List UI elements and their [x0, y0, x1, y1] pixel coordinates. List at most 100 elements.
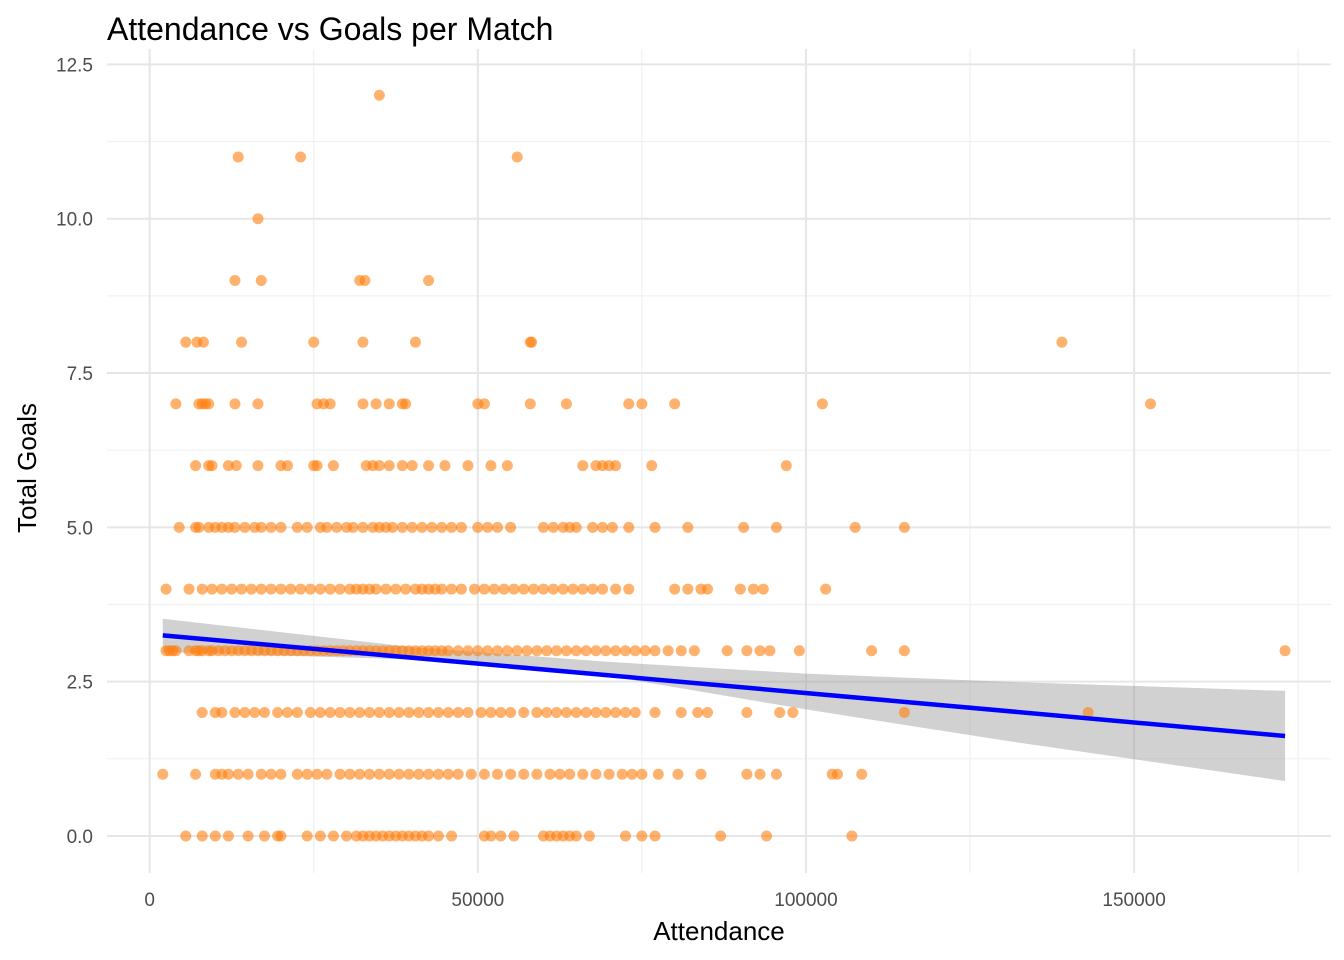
data-point	[239, 707, 251, 719]
data-point	[688, 645, 700, 657]
data-point	[898, 645, 910, 657]
data-point	[190, 460, 202, 472]
data-point	[347, 521, 359, 533]
data-point	[898, 521, 910, 533]
data-point	[820, 583, 832, 595]
data-point	[741, 768, 753, 780]
data-point	[222, 460, 234, 472]
data-point	[301, 830, 313, 842]
data-point	[469, 583, 481, 595]
data-point	[281, 460, 293, 472]
data-point	[327, 830, 339, 842]
data-point	[754, 768, 766, 780]
data-point	[600, 645, 612, 657]
data-point	[314, 583, 326, 595]
data-point	[396, 460, 408, 472]
data-point	[327, 460, 339, 472]
data-point	[505, 707, 517, 719]
data-point	[295, 583, 307, 595]
data-point	[190, 768, 202, 780]
data-point	[383, 398, 395, 410]
data-point	[491, 645, 503, 657]
data-point	[649, 707, 661, 719]
y-axis-title: Total Goals	[12, 403, 42, 533]
data-point	[511, 645, 523, 657]
data-point	[597, 583, 609, 595]
data-point	[610, 707, 622, 719]
data-point	[359, 274, 371, 286]
data-point	[226, 583, 238, 595]
data-point	[511, 151, 523, 163]
data-point	[364, 768, 376, 780]
data-point	[702, 707, 714, 719]
data-point	[357, 336, 369, 348]
data-point	[193, 521, 205, 533]
y-axis-ticks: 0.0 2.5 5.0 7.5 10.0 12.5	[56, 55, 93, 848]
data-point	[321, 768, 333, 780]
data-point	[478, 583, 490, 595]
data-point	[157, 768, 169, 780]
data-point	[229, 274, 241, 286]
data-point	[505, 768, 517, 780]
data-point	[423, 768, 435, 780]
data-point	[403, 768, 415, 780]
data-point	[587, 583, 599, 595]
data-point	[524, 398, 536, 410]
data-point	[173, 521, 185, 533]
data-point	[587, 521, 599, 533]
data-point	[491, 521, 503, 533]
data-point	[590, 645, 602, 657]
data-point	[600, 707, 612, 719]
data-point	[400, 398, 412, 410]
data-point	[501, 460, 513, 472]
x-axis-title: Attendance	[653, 916, 785, 946]
data-point	[560, 398, 572, 410]
data-point	[597, 521, 609, 533]
data-point	[301, 768, 313, 780]
data-point	[452, 645, 464, 657]
data-point	[508, 583, 520, 595]
data-point	[715, 830, 727, 842]
data-point	[255, 583, 267, 595]
data-point	[619, 707, 631, 719]
data-point	[478, 768, 490, 780]
data-point	[245, 583, 257, 595]
data-point	[462, 645, 474, 657]
data-point	[252, 460, 264, 472]
data-point	[275, 521, 287, 533]
data-point	[196, 583, 208, 595]
data-point	[757, 583, 769, 595]
data-point	[482, 521, 494, 533]
data-point	[272, 707, 284, 719]
data-point	[580, 707, 592, 719]
data-point	[446, 583, 458, 595]
data-point	[682, 521, 694, 533]
data-point	[669, 583, 681, 595]
data-point	[472, 521, 484, 533]
data-point	[583, 830, 595, 842]
data-point	[541, 645, 553, 657]
x-tick-label: 50000	[451, 890, 504, 911]
data-point	[619, 645, 631, 657]
data-point	[357, 398, 369, 410]
data-point	[770, 768, 782, 780]
data-point	[206, 460, 218, 472]
data-point	[209, 830, 221, 842]
data-point	[203, 398, 215, 410]
data-point	[180, 830, 192, 842]
y-tick-label: 7.5	[67, 364, 93, 385]
data-point	[619, 830, 631, 842]
data-point	[265, 583, 277, 595]
data-point	[452, 768, 464, 780]
data-point	[505, 521, 517, 533]
data-point	[764, 645, 776, 657]
data-point	[610, 460, 622, 472]
data-point	[370, 583, 382, 595]
data-point	[324, 583, 336, 595]
data-point	[354, 768, 366, 780]
data-point	[331, 521, 343, 533]
data-point	[242, 768, 254, 780]
data-point	[183, 583, 195, 595]
data-point	[721, 645, 733, 657]
data-point	[547, 583, 559, 595]
